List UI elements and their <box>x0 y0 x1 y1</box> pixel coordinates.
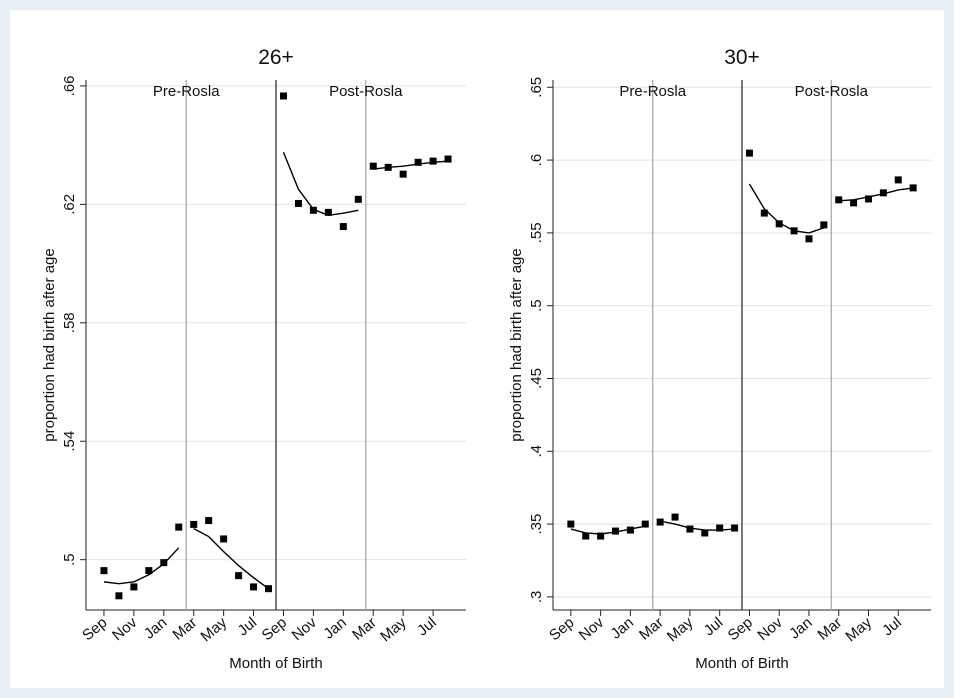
y-tick-label: .45 <box>528 368 545 389</box>
data-point <box>429 157 437 165</box>
reference-label: Pre-Rosla <box>619 83 686 100</box>
data-point <box>835 196 843 204</box>
y-tick-label: .35 <box>528 514 545 535</box>
data-point <box>612 527 620 535</box>
y-tick-label: .5 <box>61 553 78 566</box>
fit-line <box>660 520 735 531</box>
data-point <box>850 199 858 207</box>
data-point <box>145 567 153 575</box>
fit-line <box>838 187 914 202</box>
data-point <box>671 513 679 521</box>
data-point <box>175 523 183 531</box>
reference-label: Post-Rosla <box>329 83 403 100</box>
data-point <box>190 520 198 528</box>
data-point <box>820 221 828 229</box>
data-point <box>205 517 213 525</box>
y-tick-label: .62 <box>61 194 78 215</box>
data-point <box>641 520 649 528</box>
data-point <box>354 195 362 203</box>
data-point <box>444 155 452 163</box>
fit-line <box>282 151 359 217</box>
data-point <box>100 567 108 575</box>
data-point <box>686 525 694 533</box>
data-point <box>582 532 590 540</box>
data-point <box>414 158 422 166</box>
data-point <box>309 206 317 214</box>
y-tick-label: .65 <box>528 77 545 98</box>
fit-line <box>373 160 449 170</box>
y-tick-label: .6 <box>528 154 545 167</box>
plot-background <box>10 10 944 688</box>
data-point <box>220 535 228 543</box>
data-point <box>399 170 407 178</box>
y-tick-label: .58 <box>61 312 78 333</box>
data-point <box>805 235 813 243</box>
data-point <box>567 520 575 528</box>
data-point <box>597 532 605 540</box>
data-point <box>279 92 287 100</box>
y-tick-label: .55 <box>528 222 545 243</box>
data-point <box>731 524 739 532</box>
y-tick-label: .66 <box>61 75 78 96</box>
data-point <box>879 189 887 197</box>
data-point <box>235 572 243 580</box>
y-axis-title: proportion had birth after age <box>41 248 58 441</box>
data-point <box>369 162 377 170</box>
y-tick-label: .54 <box>61 431 78 452</box>
data-point <box>160 559 168 567</box>
x-axis-title: Month of Birth <box>695 655 788 672</box>
data-point <box>656 518 664 526</box>
data-point <box>626 526 634 534</box>
fit-line <box>193 527 269 590</box>
data-point <box>701 529 709 537</box>
data-point <box>324 208 332 216</box>
data-point <box>130 583 138 591</box>
x-axis-title: Month of Birth <box>229 655 322 672</box>
data-point <box>115 592 123 600</box>
y-tick-label: .3 <box>528 591 545 604</box>
y-tick-label: .4 <box>528 445 545 458</box>
data-point <box>294 199 302 207</box>
data-point <box>745 149 753 157</box>
y-tick-label: .5 <box>528 299 545 312</box>
data-point <box>339 223 347 231</box>
reference-label: Post-Rosla <box>795 83 869 100</box>
fit-line <box>103 547 180 585</box>
data-point <box>864 195 872 203</box>
y-axis-title: proportion had birth after age <box>508 248 525 441</box>
panel-title: 26+ <box>258 46 294 69</box>
panel-title: 30+ <box>724 46 760 69</box>
data-point <box>894 176 902 184</box>
data-point <box>775 220 783 228</box>
reference-label: Pre-Rosla <box>153 83 220 100</box>
data-point <box>760 209 768 217</box>
fit-line <box>748 183 825 234</box>
fit-line <box>570 525 646 535</box>
data-point <box>250 583 258 591</box>
data-point <box>716 524 724 532</box>
